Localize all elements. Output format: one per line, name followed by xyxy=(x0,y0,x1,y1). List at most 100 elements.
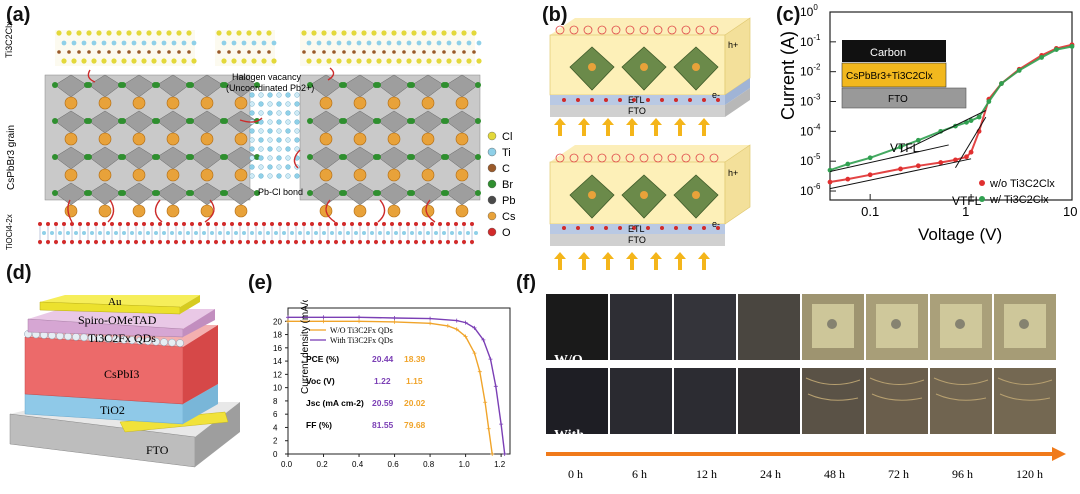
tile-with-7 xyxy=(994,368,1056,434)
hole-marker xyxy=(653,25,663,35)
br-atom xyxy=(52,118,58,124)
cs-atom xyxy=(421,204,435,218)
stack-carbon-label: Carbon xyxy=(870,47,906,59)
ti-atom xyxy=(202,231,206,235)
ti-atom xyxy=(436,40,442,46)
table-header-ff: FF (%) xyxy=(306,420,332,430)
o-atom xyxy=(366,240,370,244)
c-atom xyxy=(177,50,181,54)
flake-atom xyxy=(249,173,255,179)
o-atom xyxy=(78,222,82,226)
table-with-voc: 1.22 xyxy=(374,376,391,386)
ti-atom xyxy=(91,40,97,46)
series-1-point xyxy=(1039,55,1045,60)
ti-atom xyxy=(194,231,198,235)
flake-atom xyxy=(294,146,300,152)
br-atom xyxy=(307,154,313,160)
ti-atom xyxy=(218,231,222,235)
light-arrow-head xyxy=(626,252,638,259)
qd-particle xyxy=(120,335,128,344)
c-atom xyxy=(77,50,81,54)
qd-particle xyxy=(96,334,104,343)
jv-series-1-point xyxy=(428,316,433,321)
label-tiocl: TiOCl4-2x xyxy=(5,214,14,250)
ti-atom xyxy=(386,231,390,235)
x-axis-label: Voltage (V) xyxy=(918,225,1002,244)
br-atom xyxy=(86,154,92,160)
c-atom xyxy=(247,50,251,54)
degradation-spot xyxy=(891,319,901,329)
o-atom xyxy=(198,222,202,226)
top-electron-label: e- xyxy=(712,90,720,100)
ti-atom xyxy=(191,40,197,46)
jv-series-1-point xyxy=(357,315,362,320)
ti-atom xyxy=(474,231,478,235)
o-atom xyxy=(230,222,234,226)
ti-atom xyxy=(356,40,362,46)
ti-atom xyxy=(330,231,334,235)
ti-atom xyxy=(376,40,382,46)
legend-text-pb: Pb xyxy=(502,195,515,207)
flake-atom xyxy=(294,173,300,179)
atom-legend: Cl Ti C Br Pb Cs O xyxy=(487,131,516,239)
cs-atom xyxy=(132,132,146,146)
o-atom xyxy=(174,222,178,226)
br-atom xyxy=(254,190,260,196)
jv-x-tick-label: 1.0 xyxy=(459,460,471,469)
light-arrow-shaft xyxy=(702,258,706,270)
table-with-pce: 20.44 xyxy=(372,354,394,364)
light-arrow-head xyxy=(674,252,686,259)
cs-atom xyxy=(200,168,214,182)
br-atom xyxy=(307,190,313,196)
br-atom xyxy=(120,118,126,124)
cs-atom xyxy=(387,132,401,146)
ti-atom xyxy=(234,231,238,235)
o-atom xyxy=(334,222,338,226)
cl-atom xyxy=(446,58,452,64)
o-atom xyxy=(390,222,394,226)
flake-atom xyxy=(267,128,273,134)
light-arrow-head xyxy=(650,252,662,259)
hole-marker xyxy=(681,153,691,163)
cl-atom xyxy=(266,30,272,36)
panel-e-label: (e) xyxy=(248,272,273,294)
ti-atom xyxy=(71,40,77,46)
o-atom xyxy=(54,222,58,226)
degradation-spot xyxy=(955,319,965,329)
flake-atom xyxy=(285,137,291,143)
br-atom xyxy=(120,154,126,160)
ti-atom xyxy=(450,231,454,235)
ti-atom xyxy=(61,40,67,46)
br-atom xyxy=(86,190,92,196)
flake-atom xyxy=(249,128,255,134)
series-0-point xyxy=(827,179,833,185)
stack-perovskite-label: CsPbBr3+Ti3C2Clx xyxy=(846,71,933,82)
o-atom xyxy=(310,240,314,244)
o-atom xyxy=(78,240,82,244)
flake-atom xyxy=(267,119,273,125)
light-arrow-shaft xyxy=(630,124,634,136)
jv-series-0-point xyxy=(428,321,433,326)
br-atom xyxy=(188,118,194,124)
cs-atom xyxy=(166,96,180,110)
ti-atom xyxy=(101,40,107,46)
o-atom xyxy=(326,222,330,226)
jv-x-tick-label: 0.4 xyxy=(352,460,364,469)
br-atom xyxy=(475,154,481,160)
cl-atom xyxy=(346,58,352,64)
ti-atom xyxy=(378,231,382,235)
hole-marker xyxy=(583,153,593,163)
panel-c-label: (c) xyxy=(776,4,801,26)
o-atom xyxy=(182,240,186,244)
time-label: 120 h xyxy=(1016,467,1043,481)
electron-marker xyxy=(716,98,720,102)
cl-atom xyxy=(166,30,172,36)
qd-particle xyxy=(144,337,152,346)
label-pb-cl-bond: Pb-Cl bond xyxy=(258,187,303,197)
panel-d-device-stack: Au Spiro-OMeTAD Ti3C2Fx QDs CsPbI3 TiO2 … xyxy=(9,295,240,468)
ti-atom xyxy=(131,40,137,46)
o-atom xyxy=(462,240,466,244)
perovskite-grain-left xyxy=(44,74,251,201)
br-atom xyxy=(475,82,481,88)
ti-atom xyxy=(178,231,182,235)
